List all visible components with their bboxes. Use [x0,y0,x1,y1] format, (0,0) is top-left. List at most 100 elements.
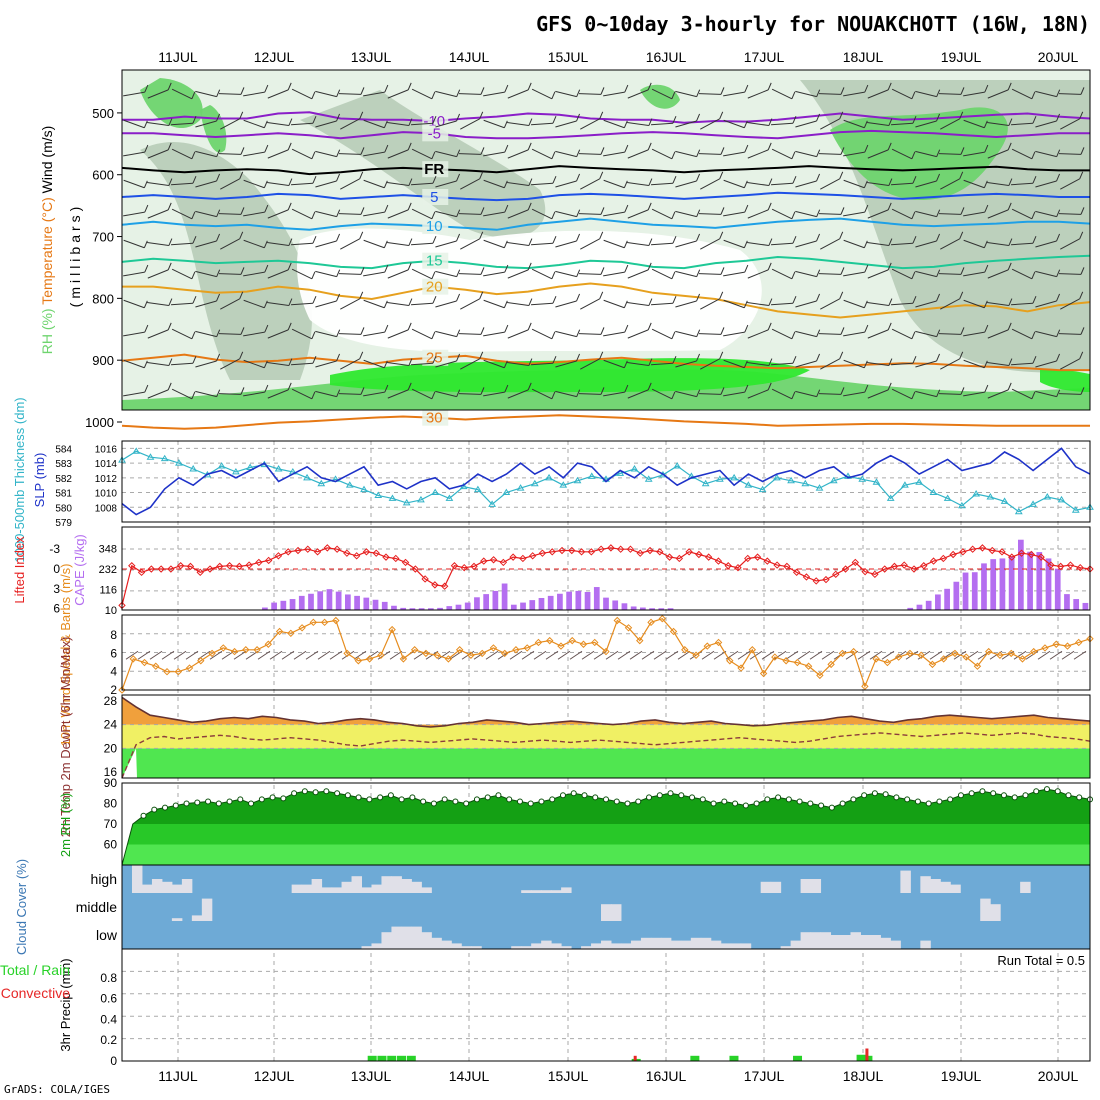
wind10m-barb [1073,650,1087,660]
wind-barb-flag [1080,327,1085,335]
wind-barb [338,213,362,215]
wind10m-barb [173,650,187,660]
lifted-axis-label: Lifted Index [12,536,27,604]
wind-barb-flag [1007,262,1012,271]
wind-barb [435,270,457,278]
cloud-bar-high [541,890,552,893]
wind-barb [338,393,362,395]
wind-barb [458,273,482,275]
lifted-index-point [734,564,742,572]
wind-barb [507,121,529,127]
wind-barb-flag [984,264,989,273]
isotherm-10 [121,217,1091,231]
wind-barb-flag [719,291,724,300]
wind-barb-flag [287,82,292,91]
wind-barb [531,328,553,340]
cloud-bar-middle [201,898,213,921]
wind10m-barb [929,650,943,660]
wind-barb-flag [1007,142,1012,151]
cloud-bar-high [900,870,911,893]
wind-barb-flag [624,84,629,93]
thickness-point [388,494,397,501]
wind-barb [843,331,865,337]
wind-speed-point [219,644,228,652]
wind-barb [843,119,865,129]
cloud-bar-high [341,881,353,893]
wind-barb [603,359,625,369]
wind-barb-flag [936,293,941,302]
wind-barb [340,118,360,130]
wind-barb-flag [864,384,869,393]
day-label-top: 14JUL [449,49,490,65]
wind-barb [315,300,337,308]
thickness-point [516,484,525,491]
wind10m-barb [1049,650,1063,660]
wind-barb [843,179,865,189]
lifted-index-point [186,562,195,571]
wind-barb [580,178,600,190]
wind-barb-flag [672,236,677,244]
lifted-index-point [460,564,468,572]
thickness-point [630,465,639,472]
lifted-index-point [832,570,840,579]
wind-barb-flag [1007,322,1012,331]
cloud-bar-high [411,881,422,893]
cloud-bar-low [810,932,822,949]
wind-barb-flag [168,358,173,366]
wind-barb-flag [456,173,461,182]
wind-barb [891,148,913,160]
wind-barb [700,358,720,370]
wind-barb [1035,210,1057,218]
wind-speed-point [467,651,475,659]
cape-bar [372,599,379,610]
lifted-index-point [528,552,537,560]
wind-barb [340,178,360,190]
wind-barb-flag [479,231,484,240]
cape-bar [990,559,997,610]
wind-tick-label: 2 [110,683,117,697]
wind10m-barb [1001,650,1015,660]
wind-barb-flag [767,142,772,151]
wind-barb [410,302,434,306]
cloud-bar-high [321,887,333,893]
wind-barb [987,389,1009,399]
isotherm-label-bg--5 [422,125,449,142]
wind-barb [818,333,842,335]
wind-barb-flag [623,240,628,248]
wind-barb-flag [696,389,701,397]
wind-barb-flag [1056,89,1061,97]
cloud-bar-high [311,879,323,893]
wind-barb [747,361,769,367]
rh2m-point [430,800,437,807]
lifted-index-point [401,558,410,567]
wind-barb [915,270,937,278]
wind-barb [651,88,673,100]
wind-barb-flag [143,120,148,128]
cape-bar [437,607,443,610]
lifted-index-point [568,546,576,555]
lifted-index-point [225,562,234,570]
wind-barb-flag [312,176,317,184]
wind-barb [723,359,745,369]
wind-barb-flag [552,236,557,244]
wind-speed-point [365,655,374,663]
wind-barb [507,241,529,247]
thickness-point [901,481,909,488]
wind-barb [315,120,337,128]
rh2m-point [1054,788,1061,795]
wind-barb [1035,240,1057,248]
wind-barb [195,90,217,98]
cloud-bar-high [770,881,782,893]
lifted-index-point [421,575,429,583]
wind-barb-flag [480,147,485,155]
wind-barb-flag [287,322,292,331]
pressure-tick-label: 1000 [85,415,114,430]
wind-barb [147,361,169,367]
wind-barb [675,390,697,398]
lifted-index-point [744,554,752,563]
wind-barb-flag [192,176,197,184]
thickness-point [303,473,311,481]
wind-barb-flag [936,209,941,217]
isotherm-15 [121,254,1091,270]
wind-barb-flag [600,87,605,95]
